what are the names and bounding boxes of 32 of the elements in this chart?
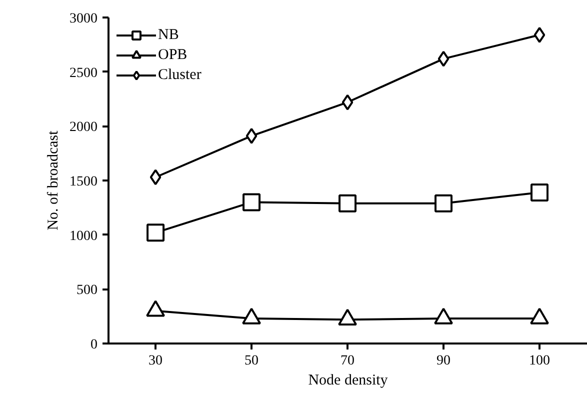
- point: [434, 194, 453, 212]
- x-tick-label: 90: [436, 354, 451, 368]
- y-tick-label: 0: [90, 338, 98, 352]
- point: [438, 50, 450, 67]
- point: [342, 94, 354, 110]
- y-tick-label: 500: [76, 283, 98, 298]
- point: [434, 308, 454, 324]
- legend-label: NB: [158, 26, 179, 44]
- y-tick-label: 1500: [70, 174, 98, 190]
- x-tick-label: 100: [529, 354, 550, 368]
- x-tick-label: 50: [244, 354, 259, 368]
- point: [338, 308, 358, 326]
- x-tick-label: 30: [148, 354, 163, 368]
- y-tick-label: 2500: [70, 66, 98, 81]
- point: [242, 308, 262, 324]
- point: [146, 300, 166, 317]
- y-tick-label: 3000: [70, 12, 98, 26]
- x-tick-label: 70: [340, 354, 355, 368]
- y-tick-label: 2000: [70, 120, 98, 136]
- y-tick-label: 1000: [70, 228, 98, 244]
- y-axis-title: No. of broadcast: [46, 130, 62, 230]
- point: [146, 224, 165, 242]
- point: [242, 193, 261, 212]
- point: [338, 194, 357, 212]
- x-axis-title: Node density: [308, 372, 388, 388]
- point: [534, 26, 546, 43]
- legend-label: OPB: [158, 46, 188, 64]
- point: [530, 308, 550, 324]
- point: [150, 169, 162, 186]
- legend-label: Cluster: [158, 66, 202, 84]
- point: [530, 183, 549, 202]
- point: [246, 128, 258, 144]
